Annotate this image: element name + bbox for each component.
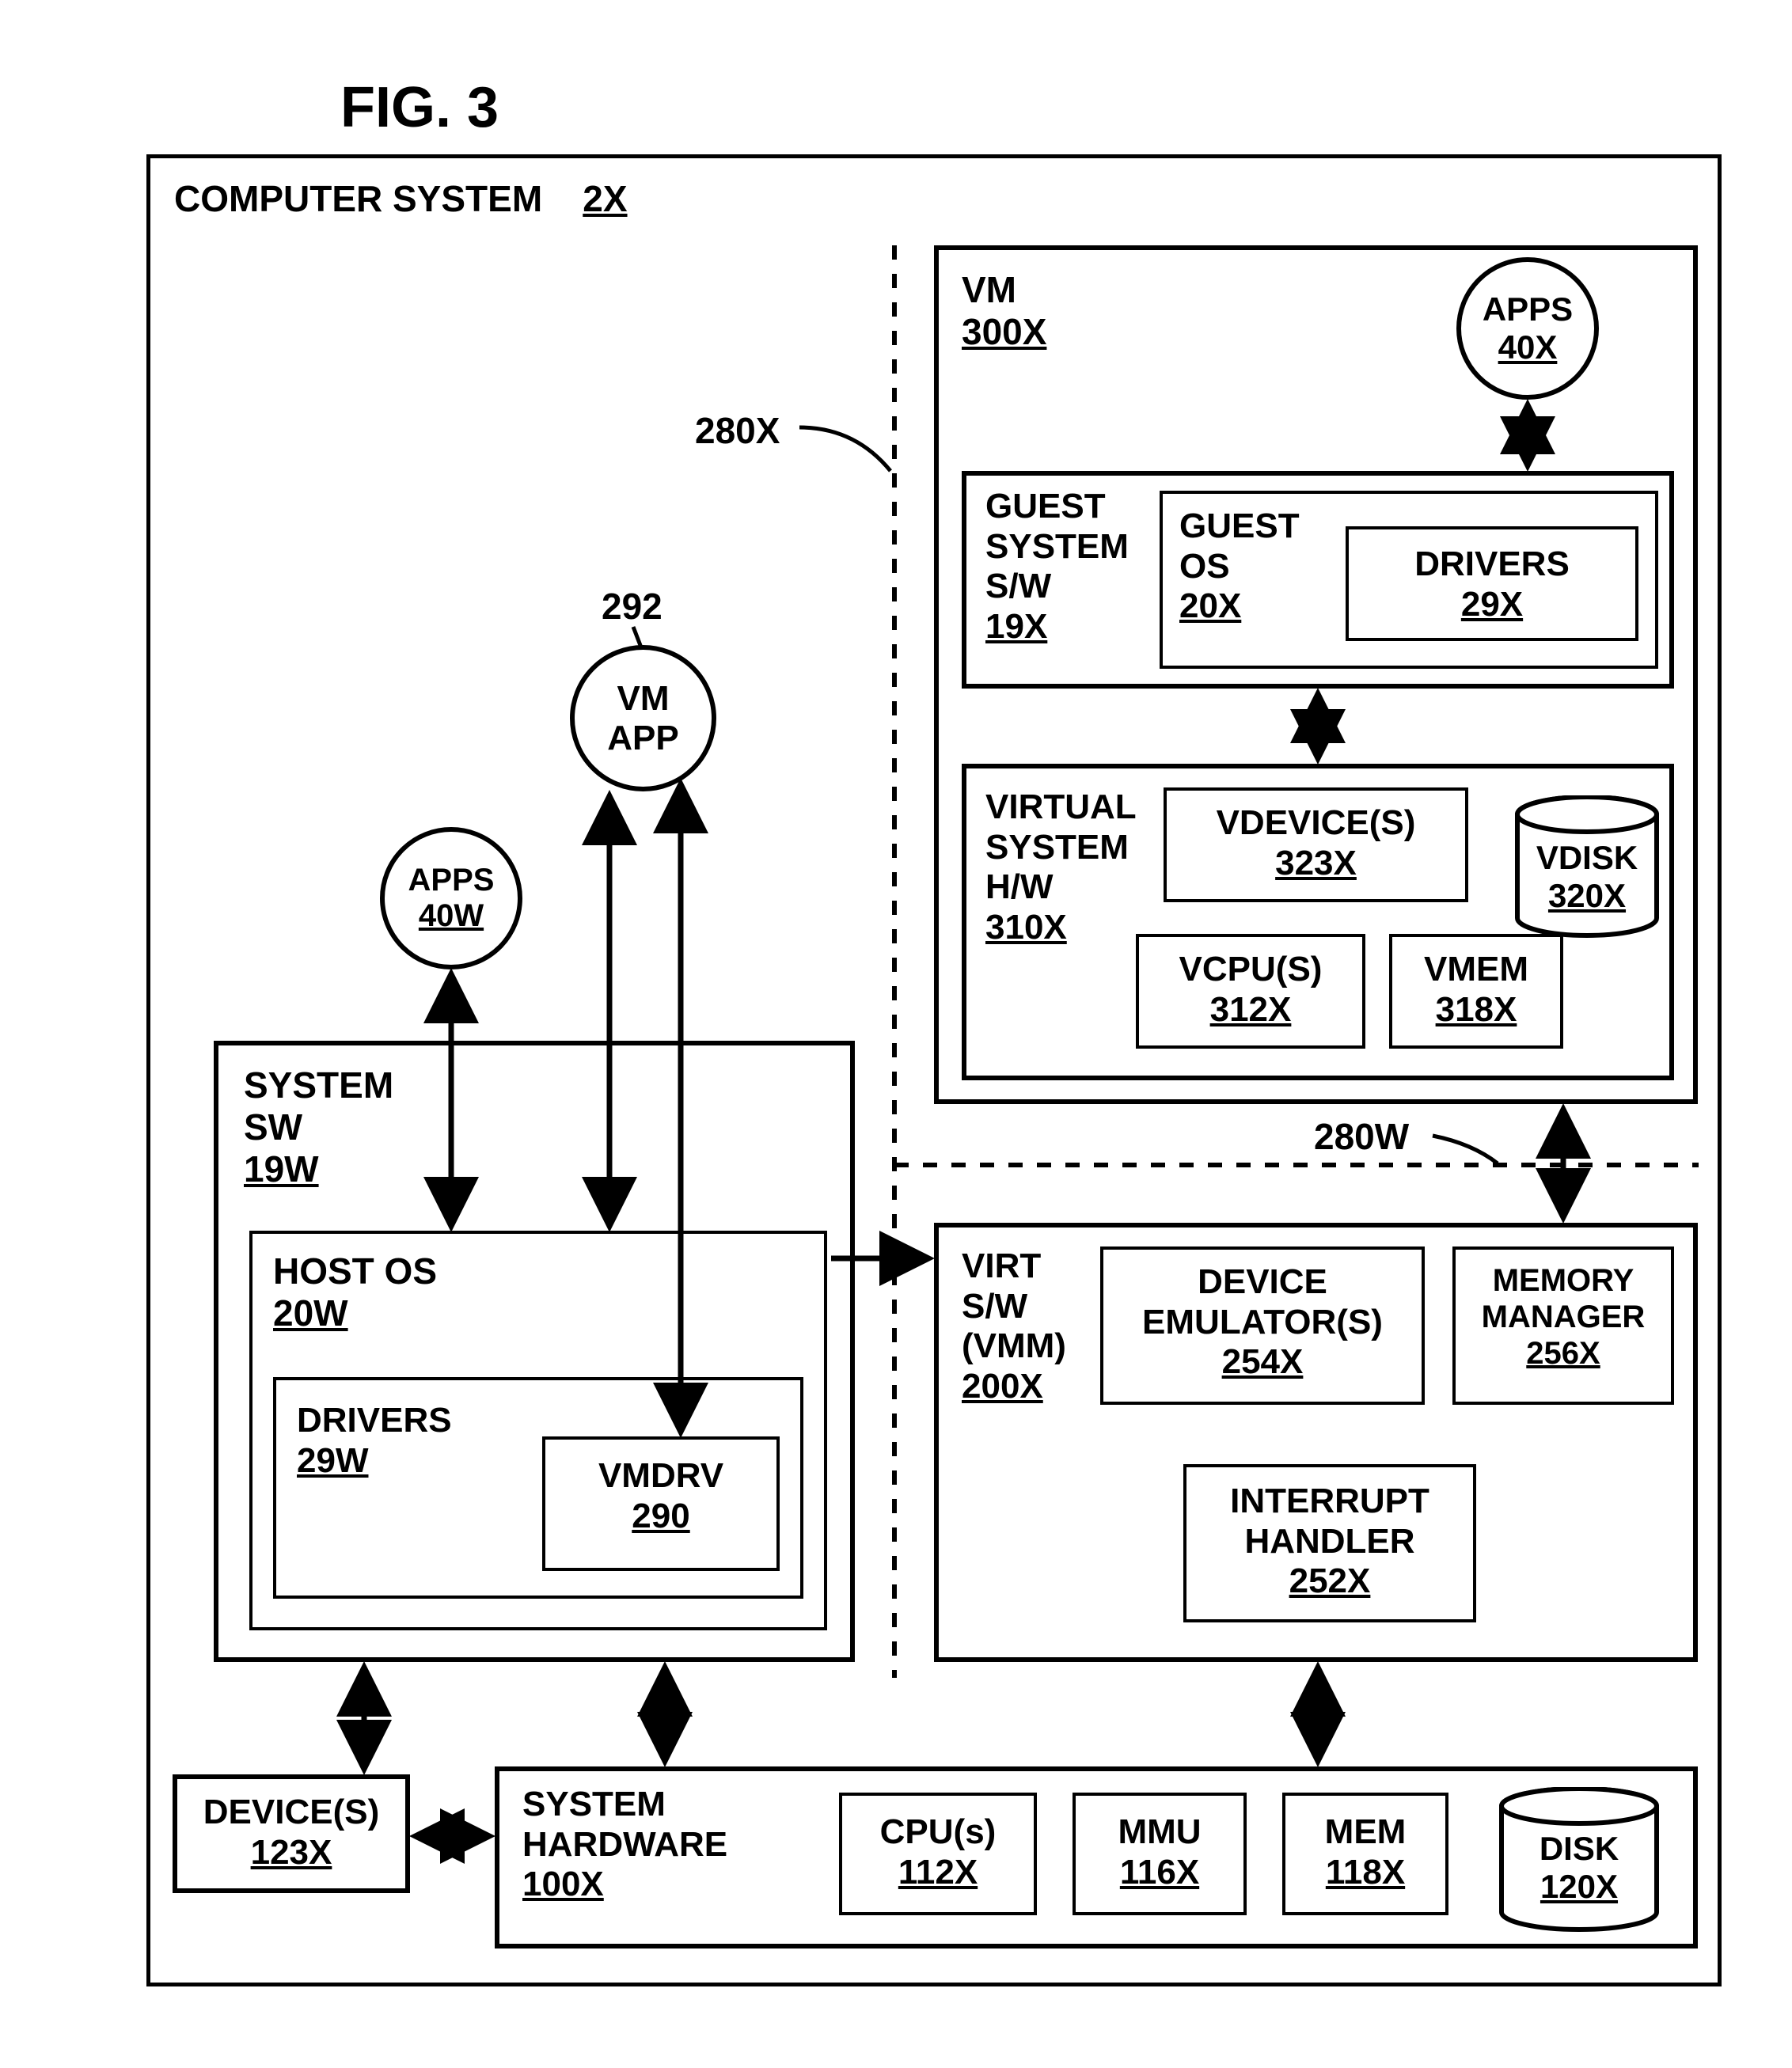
vmm-title: VIRT S/W (VMM) 200X [962,1246,1066,1406]
sys-sw-l2: SW [244,1106,302,1148]
guest-sw-ref: 19X [985,607,1047,646]
sys-sw-title: SYSTEM SW 19W [244,1064,393,1190]
sys-hw-ref: 100X [522,1865,604,1903]
int-hndl-l1: INTERRUPT [1230,1482,1429,1520]
mem-title: MEM 118X [1298,1812,1433,1892]
vdevices-t: VDEVICE(S) [1217,803,1416,842]
vmm-l1: VIRT [962,1246,1041,1285]
vm-title-block: VM 300X [962,269,1046,353]
apps-vm-circle: APPS 40X [1456,257,1599,400]
apps-vm-ref: 40X [1498,328,1558,366]
mem-mgr-l2: MANAGER [1482,1300,1646,1334]
mem-mgr-ref: 256X [1526,1336,1600,1371]
devices-t: DEVICE(S) [203,1793,379,1831]
vmdrv-t: VMDRV [598,1456,723,1495]
cpus-ref: 112X [898,1853,978,1892]
vcpus-t: VCPU(S) [1179,950,1323,988]
disk-ref: 120X [1540,1868,1618,1905]
vmapp-circle: VM APP [570,645,716,791]
guest-os-l2: OS [1179,547,1230,586]
vmm-l3: (VMM) [962,1326,1066,1365]
int-hndl-ref: 252X [1289,1561,1371,1600]
vmapp-l2: APP [607,719,678,757]
drivers-host-ref: 29W [297,1441,368,1480]
callout-280w: 280W [1314,1116,1409,1158]
devices-ref: 123X [251,1833,332,1872]
guest-os-ref: 20X [1179,586,1241,625]
computer-system-title: COMPUTER SYSTEM 2X [174,178,628,220]
figure-title: FIG. 3 [340,75,499,140]
mem-mgr-l1: MEMORY [1493,1263,1634,1298]
host-os-ref: 20W [273,1292,348,1334]
guest-os-l1: GUEST [1179,507,1300,545]
mmu-ref: 116X [1120,1853,1199,1892]
virt-hw-l3: H/W [985,867,1054,906]
virt-hw-l1: VIRTUAL [985,787,1137,826]
mem-t: MEM [1325,1812,1407,1851]
vm-title: VM [962,269,1016,310]
vmem-ref: 318X [1436,990,1517,1029]
virt-hw-ref: 310X [985,908,1067,947]
apps-host-ref: 40W [419,898,484,933]
host-os-t: HOST OS [273,1250,437,1292]
guest-os-title: GUEST OS 20X [1179,507,1300,627]
host-os-title: HOST OS 20W [273,1250,437,1334]
drivers-guest-t: DRIVERS [1414,545,1570,583]
sys-hw-title: SYSTEM HARDWARE 100X [522,1785,727,1905]
vmdrv-title: VMDRV 290 [570,1456,752,1536]
vdisk-t: VDISK [1536,839,1638,876]
dev-emu-title: DEVICE EMULATOR(S) 254X [1116,1262,1409,1383]
mmu-title: MMU 116X [1088,1812,1231,1892]
virt-hw-title: VIRTUAL SYSTEM H/W 310X [985,787,1137,947]
disk-title: DISK 120X [1518,1830,1640,1907]
dev-emu-ref: 254X [1222,1342,1304,1381]
guest-sw-title: GUEST SYSTEM S/W 19X [985,487,1129,647]
vdisk-ref: 320X [1548,877,1626,914]
int-hndl-title: INTERRUPT HANDLER 252X [1195,1482,1464,1602]
disk-t: DISK [1540,1830,1619,1867]
dev-emu-l2: EMULATOR(S) [1142,1303,1383,1341]
drivers-host-t: DRIVERS [297,1401,452,1440]
sys-hw-l2: HARDWARE [522,1825,727,1864]
vcpus-title: VCPU(S) 312X [1152,950,1350,1030]
dev-emu-l1: DEVICE [1198,1262,1327,1301]
vdisk-title: VDISK 320X [1526,839,1648,916]
vmem-t: VMEM [1424,950,1528,988]
diagram-canvas: FIG. 3 COMPUTER SYSTEM 2X 280X VM 300X A… [32,32,1792,2036]
vdevices-ref: 323X [1275,844,1357,882]
vmem-title: VMEM 318X [1405,950,1547,1030]
guest-sw-l3: S/W [985,567,1051,605]
vcpus-ref: 312X [1210,990,1292,1029]
drivers-host-title: DRIVERS 29W [297,1401,452,1481]
virt-hw-l2: SYSTEM [985,828,1129,867]
sys-sw-ref: 19W [244,1148,319,1190]
apps-host-t: APPS [408,863,495,897]
devices-title: DEVICE(S) 123X [192,1793,390,1873]
mem-mgr-title: MEMORY MANAGER 256X [1460,1262,1666,1372]
vmapp-l1: VM [617,679,669,718]
guest-sw-l1: GUEST [985,487,1106,526]
callout-280x: 280X [695,410,780,452]
mmu-t: MMU [1118,1812,1201,1851]
callout-292: 292 [602,586,663,628]
mem-ref: 118X [1326,1853,1405,1892]
vmm-ref: 200X [962,1367,1043,1406]
drivers-guest-title: DRIVERS 29X [1393,545,1591,624]
sys-hw-l1: SYSTEM [522,1785,666,1823]
vm-ref: 300X [962,311,1046,352]
vmdrv-ref: 290 [632,1497,689,1535]
drivers-guest-ref: 29X [1461,585,1523,624]
guest-sw-l2: SYSTEM [985,527,1129,566]
int-hndl-l2: HANDLER [1244,1522,1414,1561]
vmm-l2: S/W [962,1287,1027,1326]
computer-system-ref: 2X [583,178,627,219]
sys-sw-l1: SYSTEM [244,1064,393,1106]
apps-host-circle: APPS 40W [380,827,522,969]
cpus-title: CPU(s) 112X [855,1812,1021,1892]
apps-vm-title: APPS [1483,290,1573,328]
cpus-t: CPU(s) [880,1812,997,1851]
computer-system-title-text: COMPUTER SYSTEM [174,178,542,219]
vdevices-title: VDEVICE(S) 323X [1183,803,1448,883]
